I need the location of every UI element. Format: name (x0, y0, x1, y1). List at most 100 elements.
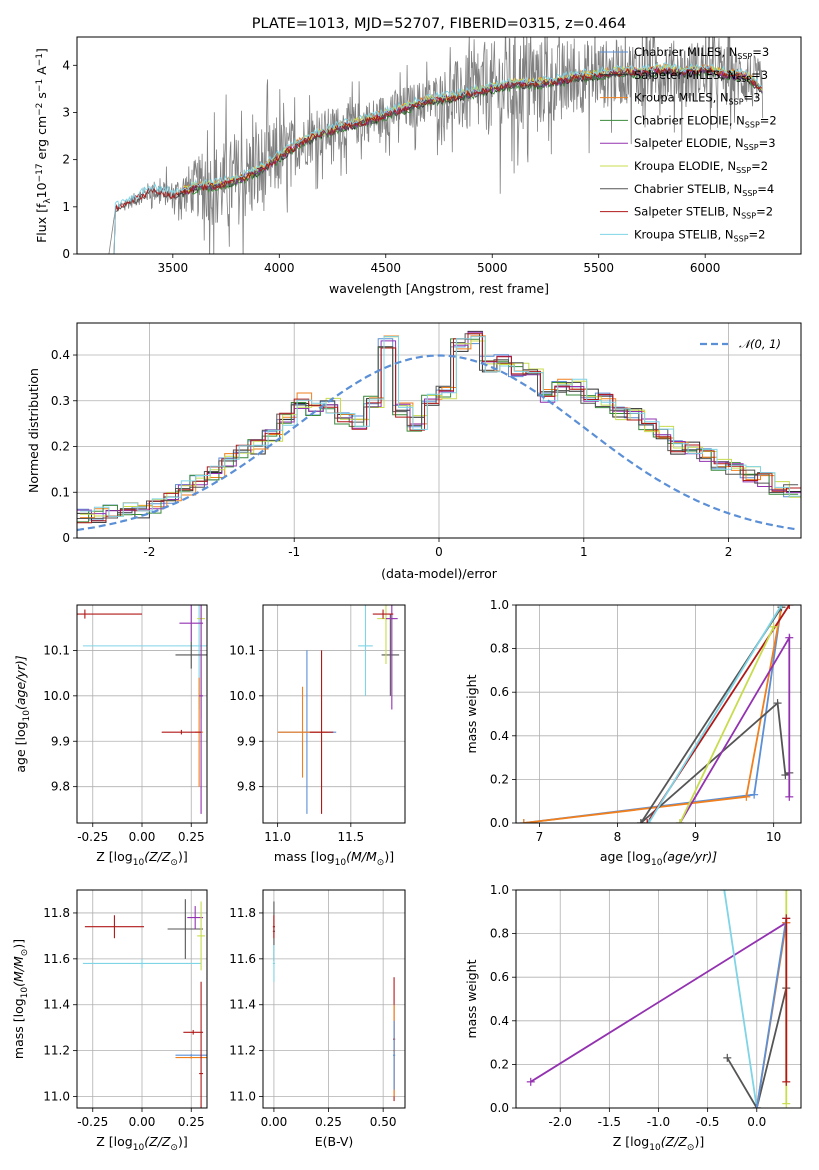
legend-entry: Chabrier MILES, NSSP=3 (634, 45, 769, 61)
mass-weight-line (726, 987, 788, 1108)
y-axis-label: Flux [fλ10−17 erg cm−2 s−1 A−1] (34, 48, 53, 243)
histogram-step-line (77, 333, 801, 524)
axes-frame (515, 889, 802, 1109)
y-tick-label: 11.4 (229, 998, 256, 1012)
mass-vs-extinction-panel: 0.00 0.25 0.50 11.0 11.2 11.4 11.6 11.8 E(B-V) (229, 889, 406, 1149)
mass-weight-marker (643, 819, 652, 823)
mass-weight-marker (644, 819, 653, 823)
mass-weight-marker (782, 1077, 791, 1086)
error-bar-point (175, 1054, 207, 1057)
y-tick-label: 11.0 (229, 1090, 256, 1104)
y-tick-label: 0.6 (490, 685, 509, 699)
mass-weight-marker (785, 792, 794, 801)
y-tick-label: 3 (62, 105, 70, 119)
model-spectrum-line (108, 67, 763, 254)
x-tick-label: 0.25 (178, 830, 205, 844)
x-tick-label: 6000 (690, 261, 721, 275)
mass-weight-marker (781, 771, 790, 780)
x-tick-label: 0.00 (129, 1115, 156, 1129)
normal-distribution-curve (77, 354, 799, 532)
legend-entry: Salpeter MILES, NSSP=3 (634, 68, 768, 84)
x-tick-label: 0.25 (315, 1115, 342, 1129)
axes-frame (515, 604, 802, 824)
x-tick-label: 0.00 (261, 1115, 288, 1129)
mass-weight-line (647, 605, 783, 823)
x-tick-label: 11.0 (264, 830, 291, 844)
x-axis-label: Z [log10(Z/Z⊙)] (96, 849, 187, 868)
x-tick-label: -0.5 (696, 1115, 719, 1129)
y-tick-label: 0.2 (51, 440, 70, 454)
mass-weight-marker (782, 914, 791, 923)
y-tick-label: 0.1 (51, 485, 70, 499)
error-bar-point (381, 614, 400, 696)
x-axis-label: mass [log10(M/M⊙)] (274, 849, 394, 868)
axes-frame (262, 889, 406, 1109)
mass-weight-marker (782, 890, 791, 894)
error-bar-point (358, 605, 373, 696)
histogram-step-line (79, 336, 801, 517)
y-tick-label: 11.8 (229, 906, 256, 920)
mass-weight-marker (519, 819, 528, 823)
legend-entry: Kroupa ELODIE, NSSP=2 (634, 159, 768, 175)
y-tick-label: 0.4 (490, 729, 509, 743)
age-vs-metallicity-panel: -0.25 0.00 0.25 9.8 9.9 10.0 10.1 Z [log10(Z/Z⊙… (13, 604, 208, 868)
x-tick-label: 5500 (583, 261, 614, 275)
x-tick-label: -2.0 (549, 1115, 572, 1129)
y-axis-label: mass weight (464, 674, 479, 753)
y-tick-label: 9.8 (237, 780, 256, 794)
y-tick-label: 9.9 (51, 734, 70, 748)
mass-weight-line (723, 890, 758, 1108)
x-tick-label: -0.25 (77, 830, 108, 844)
x-tick-label: 8 (614, 830, 622, 844)
error-bar-point (385, 605, 398, 710)
legend-entry: Kroupa STELIB, NSSP=2 (634, 227, 766, 243)
error-bar-point (392, 1020, 396, 1090)
histogram-step-line (77, 338, 799, 523)
mass-vs-metallicity-panel: -0.25 0.00 0.25 11.0 11.2 11.4 11.6 11.8 Z [log1… (11, 889, 208, 1153)
y-tick-label: 2 (62, 153, 70, 167)
y-tick-label: 9.9 (237, 734, 256, 748)
mass-weight-marker (785, 605, 794, 609)
x-tick-label: 10 (766, 830, 781, 844)
age-vs-mass-panel: 11.0 11.5 9.8 9.9 10.0 10.1 mass [log10(M/M⊙)] (229, 604, 406, 868)
error-bar-point (84, 915, 144, 939)
y-tick-label: 11.2 (229, 1044, 256, 1058)
y-tick-label: 4 (62, 58, 70, 72)
mass-weight-marker (750, 790, 759, 799)
y-axis-label: mass [log10(M/M⊙)] (11, 939, 30, 1059)
error-bar-point (161, 729, 202, 735)
mass-weight-marker (769, 622, 778, 631)
y-tick-label: 9.8 (51, 780, 70, 794)
model-spectrum-line (108, 62, 763, 254)
y-tick-label: 1.0 (490, 883, 509, 897)
x-axis-label: Z [log10(Z/Z⊙)] (613, 1134, 704, 1153)
x-tick-label: 0.0 (747, 1115, 766, 1129)
y-tick-label: 0.2 (490, 772, 509, 786)
y-axis-label: Normed distribution (26, 368, 41, 493)
x-tick-label: -2 (143, 545, 155, 559)
x-tick-label: 4000 (264, 261, 295, 275)
spectrum-panel: 3500 4000 4500 5000 5500 6000 0 1 2 3 4 Chabrier MI… (34, 16, 802, 296)
mass-weight-line (679, 634, 791, 823)
mass-weight-marker (782, 1099, 791, 1108)
y-tick-label: 11.2 (43, 1044, 70, 1058)
mass-weight-marker (675, 819, 684, 823)
mass-weight-marker (723, 1053, 732, 1062)
mass-weight-vs-metallicity-panel: -2.0 -1.5 -1.0 -0.5 0.0 0.0 0.2 0.4 0.6 0.8 1.0 Z [… (464, 883, 802, 1153)
x-tick-label: 9 (692, 830, 700, 844)
x-tick-label: 1 (580, 545, 588, 559)
y-tick-label: 0.4 (490, 1014, 509, 1028)
error-bar-point (272, 915, 276, 939)
error-bar-point (372, 609, 394, 619)
y-tick-label: 0.2 (490, 1057, 509, 1071)
error-bar-point (82, 958, 202, 969)
x-tick-label: 5000 (477, 261, 508, 275)
mass-weight-marker (636, 819, 645, 823)
y-tick-label: 10.0 (229, 689, 256, 703)
axes-frame (76, 889, 208, 1109)
y-tick-label: 0.4 (51, 348, 70, 362)
x-tick-label: 0 (435, 545, 443, 559)
legend-entry: Salpeter ELODIE, NSSP=3 (634, 136, 776, 152)
x-axis-label: (data-model)/error (381, 566, 498, 581)
error-bar-point (175, 641, 207, 669)
